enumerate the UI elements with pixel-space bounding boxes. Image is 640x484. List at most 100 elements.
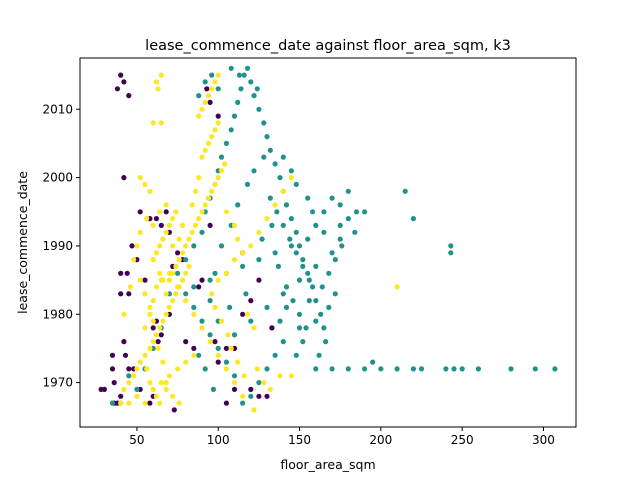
x-tick-label: 250 — [451, 433, 474, 447]
data-point — [402, 188, 408, 194]
data-point — [345, 366, 351, 372]
data-point — [137, 277, 143, 283]
data-point — [175, 284, 181, 290]
data-point — [202, 147, 208, 153]
data-point — [394, 366, 400, 372]
data-point — [212, 304, 218, 310]
data-point — [109, 400, 116, 406]
data-point — [134, 366, 140, 372]
data-point — [243, 291, 249, 297]
plot-frame — [79, 57, 577, 428]
data-point — [223, 345, 229, 351]
data-point — [326, 270, 332, 276]
data-point — [280, 154, 286, 160]
data-point — [337, 222, 343, 228]
data-point — [256, 229, 262, 235]
data-point — [183, 359, 189, 365]
data-point — [175, 366, 181, 372]
data-point — [155, 339, 161, 345]
data-point — [259, 236, 265, 242]
data-point — [121, 386, 127, 392]
data-point — [158, 277, 164, 283]
data-point — [238, 86, 244, 92]
data-point — [277, 175, 283, 181]
data-point — [199, 106, 205, 112]
data-point — [163, 311, 169, 317]
data-point — [296, 325, 303, 331]
data-point — [144, 216, 150, 222]
data-point — [147, 380, 153, 386]
data-point — [248, 298, 254, 304]
y-tick-label: 2010 — [42, 102, 73, 116]
data-point — [329, 250, 335, 256]
data-point — [183, 270, 189, 276]
data-point — [227, 304, 233, 310]
data-point — [228, 345, 234, 351]
data-point — [163, 209, 169, 215]
x-tick-label: 100 — [207, 433, 230, 447]
data-point — [150, 339, 156, 345]
data-point — [228, 65, 234, 71]
data-point — [280, 222, 286, 228]
data-point — [170, 216, 176, 222]
data-point — [183, 291, 189, 297]
data-point — [215, 352, 221, 358]
data-point — [235, 202, 241, 208]
data-point — [313, 366, 319, 372]
data-point — [196, 284, 202, 290]
data-point — [163, 229, 169, 235]
data-point — [134, 386, 140, 392]
data-point — [212, 270, 218, 276]
data-point — [147, 311, 153, 317]
data-point — [337, 202, 343, 208]
data-point — [199, 209, 205, 215]
data-point — [313, 318, 319, 324]
data-point — [118, 393, 124, 399]
data-point — [137, 359, 143, 365]
data-point — [215, 72, 221, 78]
data-point — [202, 79, 208, 85]
data-point — [207, 332, 213, 338]
data-point — [202, 202, 208, 208]
data-point — [244, 65, 251, 71]
data-point — [321, 229, 327, 235]
data-point — [275, 263, 281, 269]
data-point — [394, 284, 400, 290]
data-point — [163, 202, 169, 208]
data-point — [264, 366, 270, 372]
data-point — [157, 325, 163, 331]
data-point — [207, 339, 213, 345]
data-point — [223, 140, 229, 146]
data-point — [288, 373, 294, 379]
data-point — [183, 257, 189, 263]
data-point — [157, 243, 163, 249]
data-point — [142, 400, 148, 406]
data-point — [264, 216, 270, 222]
data-point — [267, 195, 273, 201]
data-point — [209, 72, 215, 78]
data-point — [199, 325, 205, 331]
data-point — [244, 181, 251, 187]
data-point — [215, 359, 221, 365]
data-point — [126, 291, 132, 297]
data-point — [196, 216, 202, 222]
data-point — [267, 147, 273, 153]
data-point — [153, 393, 159, 399]
chart-title: lease_commence_date against floor_area_s… — [145, 38, 511, 54]
data-point — [272, 202, 278, 208]
data-point — [176, 400, 182, 406]
data-point — [223, 400, 229, 406]
data-point — [191, 311, 197, 317]
data-point — [150, 120, 156, 126]
data-point — [274, 209, 280, 215]
data-point — [448, 243, 454, 249]
data-point — [310, 284, 316, 290]
data-point — [277, 318, 283, 324]
data-point — [296, 311, 303, 317]
data-point — [202, 99, 208, 105]
data-point — [109, 366, 116, 372]
data-point — [293, 229, 299, 235]
data-point — [235, 99, 241, 105]
data-point — [170, 243, 176, 249]
data-point — [150, 325, 156, 331]
